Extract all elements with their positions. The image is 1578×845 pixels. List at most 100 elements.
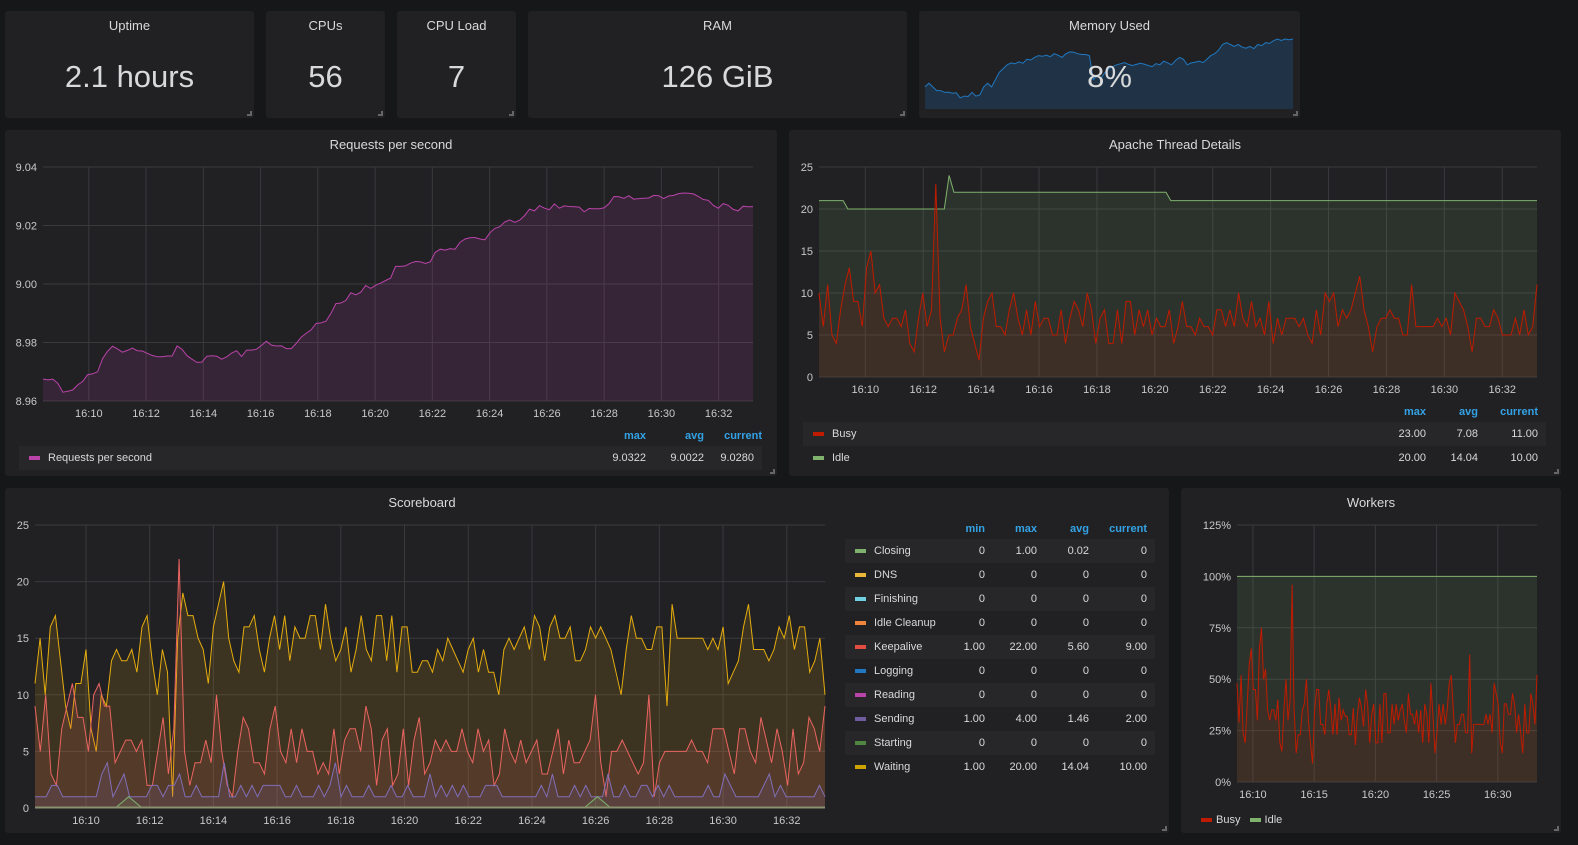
legend-swatch [813,456,824,461]
resize-handle[interactable] [1293,111,1298,116]
legend-max: 0 [1030,665,1037,677]
legend-row-requests[interactable]: Requests per second 9.0322 9.0022 9.0280 [19,446,762,470]
legend-header-max[interactable]: max [623,430,646,442]
cpus-value: 56 [308,59,343,94]
x-tick-label: 16:28 [646,815,674,827]
panel-title: Apache Thread Details [1108,137,1241,152]
legend-label: Idle [832,452,850,464]
y-tick-label: 15 [17,633,29,645]
legend-row-busy[interactable]: Busy 23.00 7.08 11.00 [803,422,1546,446]
apache-threads-chart: 0 5 10 15 20 25 16:10 16:12 16:14 16:16 16:18 16:20… [801,162,1538,396]
legend-row-starting[interactable]: Starting 0 0 0 0 [845,731,1155,755]
resize-handle[interactable] [900,111,905,116]
legend-current: 0 [1140,569,1147,581]
series-area-busy [1237,584,1537,782]
x-tick-label: 16:18 [327,815,355,827]
resize-handle[interactable] [770,469,775,474]
y-tick-label: 25 [801,162,813,174]
legend-min: 0 [978,689,985,701]
y-tick-label: 5 [807,330,813,342]
legend-header-max[interactable]: max [1403,406,1426,418]
resize-handle[interactable] [247,111,252,116]
legend-swatch [855,693,866,698]
x-tick-label: 16:26 [533,408,561,420]
x-tick-label: 16:30 [709,815,737,827]
uptime-panel: Uptime 2.1 hours [5,11,254,118]
series-area-keepalive [35,559,825,808]
series-line-keepalive[interactable] [34,558,826,799]
resize-handle[interactable] [378,111,383,116]
x-tick-label: 16:10 [1239,789,1267,801]
legend-swatch [1201,818,1212,823]
legend-item-busy[interactable]: Busy [1201,814,1240,826]
x-tick-label: 16:18 [304,408,332,420]
legend-swatch [855,621,866,626]
x-tick-label: 16:20 [391,815,419,827]
y-tick-label: 0% [1215,777,1231,789]
resize-handle[interactable] [1554,826,1559,831]
legend-swatch [855,765,866,770]
x-tick-label: 16:32 [773,815,801,827]
panel-title: Requests per second [329,137,453,152]
requests-legend: max avg current Requests per second 9.03… [19,426,762,470]
legend-header-avg[interactable]: avg [1070,523,1089,535]
series-line-requests-per-second[interactable] [42,192,753,393]
legend-label: Finishing [874,593,919,605]
memory-sparkline [924,38,1294,109]
resize-handle[interactable] [1162,826,1167,831]
legend-label: Idle [1264,814,1283,827]
legend-label: DNS [874,569,898,581]
series-line-idle[interactable] [819,175,1537,210]
legend-max: 20.00 [1398,452,1426,464]
resize-handle[interactable] [509,111,514,116]
series-line-busy[interactable] [818,183,1538,361]
legend-swatch [29,456,40,461]
legend-row-reading[interactable]: Reading 0 0 0 0 [845,683,1155,707]
legend-row-keepalive[interactable]: Keepalive 1.00 22.00 5.60 9.00 [845,635,1155,659]
legend-row-logging[interactable]: Logging 0 0 0 0 [845,659,1155,683]
legend-header-avg[interactable]: avg [1459,406,1478,418]
legend-header-current[interactable]: current [1500,406,1538,418]
legend-header-current[interactable]: current [1109,523,1147,535]
x-tick-label: 16:20 [361,408,389,420]
series-line-sending[interactable] [35,761,826,799]
legend-header-avg[interactable]: avg [685,430,704,442]
legend-row-finishing[interactable]: Finishing 0 0 0 0 [845,587,1155,611]
legend-current: 9.0280 [720,452,754,464]
legend-avg: 5.60 [1067,641,1089,653]
legend-header-current[interactable]: current [724,430,762,442]
legend-header-min[interactable]: min [965,523,985,535]
panel-title: CPUs [308,18,343,33]
legend-max: 9.0322 [612,452,646,464]
x-tick-label: 16:28 [590,408,618,420]
legend-avg: 0 [1082,737,1089,749]
legend-max: 23.00 [1398,428,1426,440]
y-tick-label: 125% [1203,520,1231,532]
x-tick-label: 16:24 [476,408,504,420]
y-tick-label: 25% [1209,726,1231,738]
panel-title: Workers [1346,495,1396,510]
y-tick-label: 9.02 [16,221,37,233]
legend-avg: 14.04 [1061,761,1089,773]
legend-max: 0 [1030,569,1037,581]
legend-row-dns[interactable]: DNS 0 0 0 0 [845,563,1155,587]
resize-handle[interactable] [1554,469,1559,474]
x-tick-label: 16:12 [136,815,164,827]
panel-title: Uptime [108,18,151,33]
series-area-idle [1237,576,1537,782]
legend-row-waiting[interactable]: Waiting 1.00 20.00 14.04 10.00 [845,755,1155,779]
legend-row-idle-cleanup[interactable]: Idle Cleanup 0 0 0 0 [845,611,1155,635]
series-line-busy[interactable] [1236,584,1538,764]
memory-used-panel: Memory Used 8% [919,11,1300,118]
legend-row-closing[interactable]: Closing 0 1.00 0.02 0 [845,539,1155,563]
series-line-waiting[interactable] [34,581,826,797]
legend-max: 0 [1030,593,1037,605]
legend-row-sending[interactable]: Sending 1.00 4.00 1.46 2.00 [845,707,1155,731]
y-tick-label: 25 [17,520,29,532]
legend-swatch [855,669,866,674]
legend-current: 10.00 [1119,761,1147,773]
legend-item-idle[interactable]: Idle [1249,814,1283,827]
legend-header-max[interactable]: max [1014,523,1037,535]
legend-row-idle[interactable]: Idle 20.00 14.04 10.00 [803,446,1546,470]
legend-max: 4.00 [1015,713,1037,725]
